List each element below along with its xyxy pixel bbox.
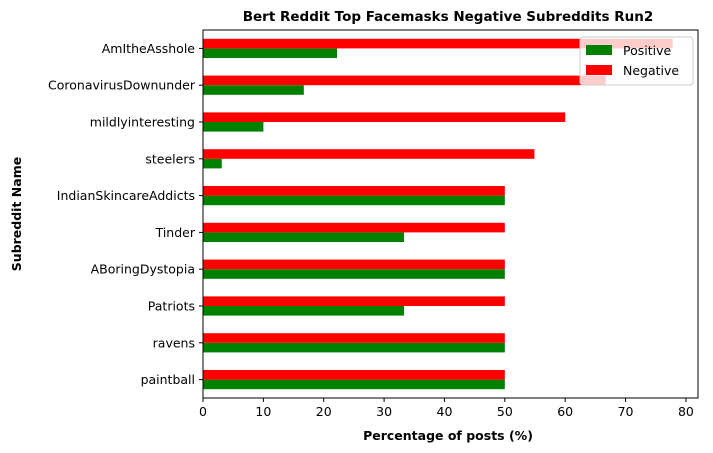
y-tick-label: Tinder [155, 225, 196, 240]
bar-positive-CoronavirusDownunder [203, 85, 304, 95]
x-axis-title: Percentage of posts (%) [363, 428, 533, 443]
legend-label-negative: Negative [623, 63, 679, 78]
bar-negative-Patriots [203, 296, 505, 306]
y-tick-label: paintball [141, 372, 195, 387]
y-axis: paintball ravens Patriots ABoringDystopia Ti… [48, 41, 203, 387]
bar-positive-IndianSkincareAddicts [203, 195, 505, 206]
x-tick-label: 30 [376, 404, 392, 419]
y-tick-label: CoronavirusDownunder [48, 78, 196, 93]
bar-positive-Patriots [203, 306, 405, 316]
legend-swatch-positive [586, 45, 612, 55]
plot-frame [202, 29, 699, 399]
legend-label-positive: Positive [623, 43, 671, 58]
x-tick-label: 70 [618, 404, 634, 419]
bar-negative-paintball [203, 370, 505, 380]
y-tick-label: steelers [145, 151, 195, 166]
chart-title: Bert Reddit Top Facemasks Negative Subre… [243, 9, 654, 25]
y-tick-label: ravens [153, 335, 195, 350]
bar-positive-Tinder [203, 232, 405, 242]
x-tick-label: 40 [437, 404, 453, 419]
x-tick-label: 0 [199, 404, 207, 419]
bar-negative-steelers [203, 149, 535, 159]
bar-positive-ABoringDystopia [203, 269, 505, 279]
x-tick-label: 50 [497, 404, 513, 419]
y-tick-label: AmItheAsshole [102, 41, 196, 56]
bar-positive-paintball [203, 379, 505, 390]
y-tick-label: Patriots [148, 299, 195, 314]
bar-negative-ABoringDystopia [203, 259, 505, 270]
x-axis: 0 10 20 30 40 50 60 70 80 [199, 398, 694, 419]
bar-negative-Tinder [203, 222, 505, 233]
x-tick-label: 80 [678, 404, 694, 419]
y-tick-label: IndianSkincareAddicts [57, 188, 195, 203]
bar-positive-mildlyinteresting [203, 122, 264, 132]
bar-positive-steelers [203, 158, 222, 169]
y-tick-label: mildlyinteresting [90, 115, 195, 130]
x-tick-label: 60 [557, 404, 573, 419]
bar-negative-IndianSkincareAddicts [203, 186, 505, 196]
legend-swatch-negative [586, 65, 612, 75]
y-axis-title: Subreddit Name [9, 157, 24, 271]
bar-positive-ravens [203, 342, 505, 353]
bar-positive-AmItheAsshole [203, 48, 338, 58]
bar-negative-ravens [203, 333, 505, 343]
bar-negative-CoronavirusDownunder [203, 75, 606, 86]
plot-area [203, 38, 673, 390]
legend: Positive Negative [579, 36, 694, 86]
y-tick-label: ABoringDystopia [91, 262, 195, 277]
bar-negative-mildlyinteresting [203, 112, 566, 122]
x-tick-label: 20 [316, 404, 332, 419]
x-tick-label: 10 [255, 404, 271, 419]
bar-negative-AmItheAsshole [203, 38, 673, 49]
